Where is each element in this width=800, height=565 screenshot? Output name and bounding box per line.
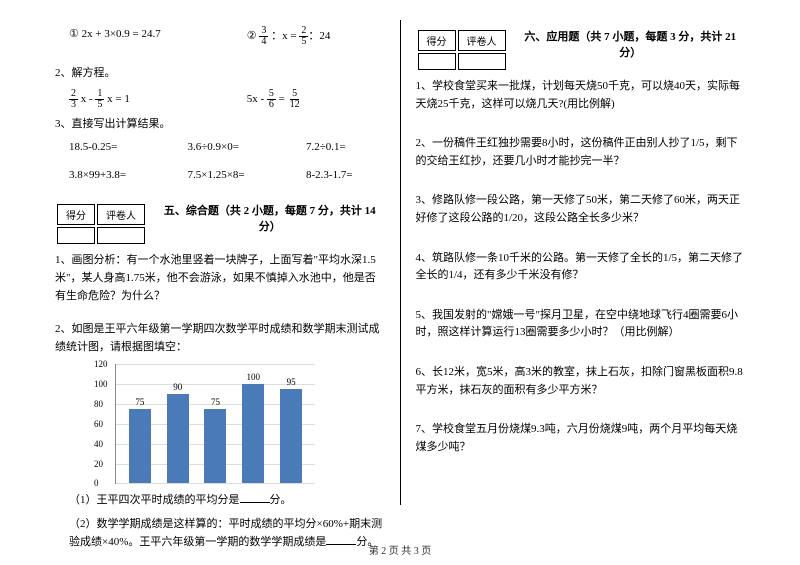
y-tick: 40 bbox=[94, 439, 103, 449]
bar: 90 bbox=[167, 394, 189, 483]
pre: 5x - bbox=[247, 93, 267, 105]
mid: x - bbox=[78, 93, 95, 105]
s6-q7: 7、学校食堂五月份烧煤9.3吨，六月份烧煤9吨，两个月平均每天烧煤多少吨？ bbox=[416, 421, 746, 456]
score-label: 得分 bbox=[57, 204, 95, 225]
bar: 100 bbox=[242, 384, 264, 483]
s6-q4: 4、筑路队修一条10千米的公路。第一天修了全长的1/5，第二天修了全长的1/4，… bbox=[416, 250, 746, 285]
score-box-right: 得分评卷人 bbox=[416, 28, 508, 72]
den: 12 bbox=[288, 100, 302, 110]
eq1b-mid: ：x = bbox=[268, 30, 299, 42]
s6-q3: 3、修路队修一段公路，第一天修了50米，第二天修了60米，两天正好修了这段公路的… bbox=[416, 192, 746, 227]
score-box-left: 得分评卷人 bbox=[55, 202, 147, 246]
bar: 75 bbox=[129, 409, 151, 483]
s6-q6: 6、长12米，宽5米，高3米的教室，抹上石灰，扣除门窗黑板面积9.8平方米，抹石… bbox=[416, 364, 746, 399]
eq1b-pre: ② bbox=[247, 30, 260, 42]
section-6-title: 六、应用题（共 7 小题，每题 3 分，共计 21 分） bbox=[516, 28, 746, 60]
s5-q1: 1、画图分析：有一个水池里竖着一块牌子，上面写着"平均水深1.5米"，某人身高1… bbox=[55, 252, 385, 305]
q3r1a: 18.5-0.25= bbox=[69, 139, 148, 157]
y-tick: 120 bbox=[94, 359, 108, 369]
bar-value: 95 bbox=[287, 377, 296, 387]
eq1b-post: ：24 bbox=[308, 30, 330, 42]
score-label: 得分 bbox=[418, 30, 456, 51]
q3r2b: 7.5×1.25×8= bbox=[188, 167, 267, 185]
q3r2a: 3.8×99+3.8= bbox=[69, 167, 148, 185]
mid: = bbox=[276, 93, 288, 105]
y-tick: 80 bbox=[94, 399, 103, 409]
s5-a1: （1）王平四次平时成绩的平均分是 分。 bbox=[55, 492, 385, 510]
blank-1 bbox=[240, 492, 270, 503]
q3-title: 3、直接写出计算结果。 bbox=[55, 116, 385, 134]
page-footer: 第 2 页 共 3 页 bbox=[0, 542, 800, 557]
q2-title: 2、解方程。 bbox=[55, 65, 385, 83]
y-tick: 0 bbox=[94, 478, 99, 488]
q2a: 23 x - 15 x = 1 bbox=[69, 89, 207, 110]
den: 6 bbox=[267, 100, 276, 110]
bar-value: 100 bbox=[247, 372, 261, 382]
frac-2-5: 25 bbox=[299, 26, 308, 47]
q3r1b: 3.6÷0.9×0= bbox=[188, 139, 267, 157]
bar-chart: 02040608010012075907510095 bbox=[115, 364, 315, 484]
grader-label: 评卷人 bbox=[458, 30, 506, 51]
frac-5-6: 56 bbox=[267, 89, 276, 110]
pre: （1）王平四次平时成绩的平均分是 bbox=[69, 494, 240, 506]
q3r1c: 7.2÷0.1= bbox=[306, 139, 385, 157]
bar-value: 75 bbox=[211, 397, 220, 407]
num: 5 bbox=[290, 89, 299, 100]
y-tick: 20 bbox=[94, 459, 103, 469]
y-tick: 60 bbox=[94, 419, 103, 429]
s6-q5: 5、我国发射的"嫦娥一号"探月卫星，在空中绕地球飞行4圈需要6小时，照这样计算运… bbox=[416, 307, 746, 342]
equation-1b: ② 34 ：x = 25：24 bbox=[247, 26, 385, 47]
frac-2-3: 23 bbox=[69, 89, 78, 110]
bar: 75 bbox=[204, 409, 226, 483]
s6-q1: 1、学校食堂买来一批煤，计划每天烧50千克，可以烧40天，实际每天烧25千克，这… bbox=[416, 78, 746, 113]
bar-value: 90 bbox=[173, 382, 182, 392]
q2b: 5x - 56 = 512 bbox=[247, 89, 385, 110]
post: 分。 bbox=[270, 494, 292, 506]
section-5-title: 五、综合题（共 2 小题，每题 7 分，共计 14 分） bbox=[155, 202, 385, 234]
y-tick: 100 bbox=[94, 379, 108, 389]
num: 5 bbox=[267, 89, 276, 100]
equation-1a: ① 2x + 3×0.9 = 24.7 bbox=[69, 26, 207, 47]
end: x = 1 bbox=[104, 93, 129, 105]
q3r2c: 8-2.3-1.7= bbox=[306, 167, 385, 185]
frac-5-12: 512 bbox=[288, 89, 302, 110]
grader-label: 评卷人 bbox=[97, 204, 145, 225]
bar: 95 bbox=[280, 389, 302, 483]
den: 3 bbox=[69, 100, 78, 110]
s6-q2: 2、一份稿件王红独抄需要8小时，这份稿件正由别人抄了1/5，剩下的交给王红抄，还… bbox=[416, 135, 746, 170]
s5-q2: 2、如图是王平六年级第一学期四次数学平时成绩和数学期末测试成绩统计图，请根据图填… bbox=[55, 321, 385, 356]
num: 2 bbox=[69, 89, 78, 100]
bar-value: 75 bbox=[135, 397, 144, 407]
den: 5 bbox=[299, 37, 308, 47]
